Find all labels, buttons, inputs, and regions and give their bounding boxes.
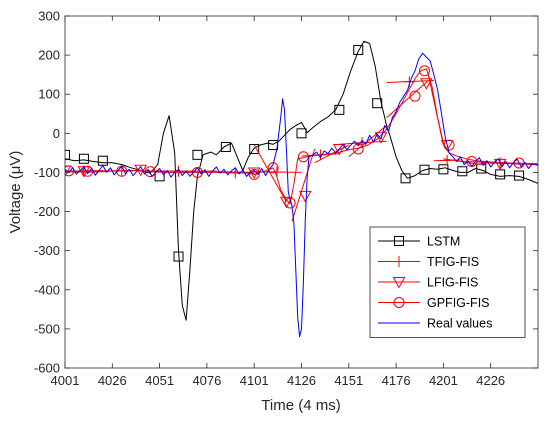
lstm-line <box>65 40 538 321</box>
lstm-marker <box>419 164 430 175</box>
lstm-marker <box>220 142 231 153</box>
lfig-fis-marker <box>298 190 312 203</box>
lfig-fis-marker <box>332 143 346 156</box>
lstm-marker <box>296 128 307 139</box>
series-real-values <box>65 52 538 338</box>
legend-marker <box>393 256 405 267</box>
y-tick-label: -100 <box>34 165 60 180</box>
lstm-marker <box>438 164 449 175</box>
lfig-fis-segment <box>291 148 316 222</box>
y-tick-label: -400 <box>34 282 60 297</box>
lstm-marker <box>476 163 487 174</box>
gpfig-fis-marker <box>297 151 309 163</box>
y-tick-label: -200 <box>34 204 60 219</box>
y-tick-label: 300 <box>38 9 60 24</box>
y-tick-label: -300 <box>34 243 60 258</box>
x-tick-label: 4051 <box>145 373 174 388</box>
legend-item-gpfig-fis: GPFIG-FIS <box>378 296 490 310</box>
lfig-fis-marker <box>420 78 433 90</box>
legend: LSTM TFIG-FIS LFIG-FIS GPFIG-FIS Real values <box>369 226 526 338</box>
lstm-marker <box>78 153 89 164</box>
y-tick-label: 0 <box>53 126 60 141</box>
legend-label: LSTM <box>427 235 460 249</box>
x-tick-label: 4001 <box>51 373 80 388</box>
lstm-marker <box>249 143 260 154</box>
legend-label: TFIG-FIS <box>427 255 479 269</box>
legend-item-lstm: LSTM <box>378 235 460 249</box>
y-tick-label: 100 <box>38 87 60 102</box>
lstm-marker <box>353 45 364 56</box>
lstm-marker <box>372 98 383 109</box>
legend-marker <box>392 277 406 289</box>
y-tick-label: 200 <box>38 48 60 63</box>
legend-marker <box>393 297 405 308</box>
gpfig-fis-marker <box>418 65 430 77</box>
gpfig-fis-marker <box>248 168 260 180</box>
lfig-fis-segment <box>348 125 387 158</box>
x-tick-label: 4176 <box>382 373 411 388</box>
lfig-fis-segment <box>253 144 287 203</box>
y-tick-label: -500 <box>34 321 60 336</box>
lstm-marker <box>192 149 203 160</box>
legend-marker <box>394 236 404 246</box>
gpfig-fis-marker <box>443 139 455 151</box>
gpfig-fis-marker <box>65 165 75 177</box>
real-values-line <box>65 52 538 338</box>
y-axis-label: Voltage (μV) <box>7 151 24 234</box>
legend-label: GPFIG-FIS <box>427 296 490 310</box>
lstm-marker <box>334 104 345 115</box>
lfig-fis-marker <box>493 158 507 171</box>
y-tick-label: -600 <box>34 361 60 376</box>
lstm-marker <box>400 173 411 184</box>
x-tick-label: 4101 <box>240 373 269 388</box>
lstm-marker <box>65 149 70 160</box>
x-tick-label: 4201 <box>429 373 458 388</box>
legend-label: Real values <box>427 317 492 331</box>
plot-area <box>65 40 538 338</box>
gpfig-fis-marker <box>352 143 364 155</box>
gpfig-fis-marker <box>144 166 156 178</box>
legend-item-lfig-fis: LFIG-FIS <box>378 276 478 290</box>
legend-label: LFIG-FIS <box>427 276 478 290</box>
legend-item-tfig-fis: TFIG-FIS <box>378 255 479 269</box>
legend-item-real-values: Real values <box>378 317 492 331</box>
ticks-layer: 4001 4026 4051 4076 4101 4126 4151 4176 4201 4226… <box>34 9 538 388</box>
lstm-marker <box>173 251 184 262</box>
lstm-marker <box>514 170 525 181</box>
lfig-fis-segment <box>386 80 429 119</box>
x-tick-label: 4151 <box>334 373 363 388</box>
x-tick-label: 4026 <box>98 373 127 388</box>
x-tick-label: 4076 <box>192 373 221 388</box>
gpfig-fis-marker <box>409 90 421 102</box>
x-tick-label: 4126 <box>287 373 316 388</box>
x-tick-label: 4226 <box>476 373 505 388</box>
series-lstm <box>65 40 538 321</box>
lstm-marker <box>457 166 468 177</box>
series-layer <box>65 40 538 338</box>
x-axis-label: Time (4 ms) <box>261 397 340 414</box>
